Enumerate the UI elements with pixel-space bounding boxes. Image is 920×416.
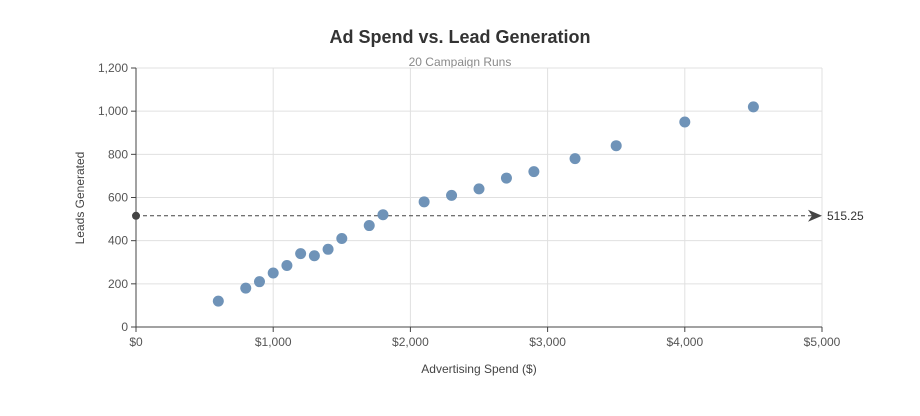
- data-point: [377, 209, 389, 221]
- data-point: [610, 140, 622, 152]
- data-point: [267, 267, 279, 279]
- data-point: [308, 250, 320, 262]
- data-point: [679, 116, 691, 128]
- data-point: [240, 282, 252, 294]
- x-axis-title: Advertising Spend ($): [421, 362, 536, 376]
- x-tick-label: $5,000: [804, 335, 841, 349]
- data-point: [418, 196, 430, 208]
- y-axis-title: Leads Generated: [73, 152, 87, 245]
- axes: $0 $1,000 $2,000 $3,000 $4,000 $5,000 0 200 400 6…: [98, 61, 841, 349]
- data-point: [281, 259, 293, 271]
- data-point: [473, 183, 485, 195]
- y-tick-label: 800: [108, 147, 128, 161]
- x-tick-label: $2,000: [392, 335, 429, 349]
- x-tick-label: $1,000: [255, 335, 292, 349]
- data-point: [322, 243, 334, 255]
- data-point: [500, 172, 512, 184]
- chart-subtitle: 20 Campaign Runs: [409, 55, 512, 69]
- y-tick-label: 1,200: [98, 61, 128, 75]
- y-tick-label: 600: [108, 191, 128, 205]
- reference-line-arrow: [808, 209, 822, 222]
- reference-line-label: 515.25: [827, 209, 864, 223]
- chart-title: Ad Spend vs. Lead Generation: [329, 27, 590, 47]
- data-point: [569, 153, 581, 165]
- grid: [136, 67, 823, 327]
- y-tick-label: 1,000: [98, 104, 128, 118]
- data-points: [212, 101, 759, 307]
- y-tick-label: 200: [108, 277, 128, 291]
- data-point: [336, 233, 348, 245]
- reference-line-start-dot: [132, 211, 140, 220]
- data-point: [528, 166, 540, 178]
- x-tick-label: $0: [129, 335, 143, 349]
- x-tick-label: $3,000: [529, 335, 566, 349]
- data-point: [253, 276, 265, 288]
- x-tick-label: $4,000: [666, 335, 703, 349]
- data-point: [363, 220, 375, 232]
- y-tick-label: 0: [121, 320, 128, 334]
- data-point: [747, 101, 759, 113]
- data-point: [212, 295, 224, 307]
- data-point: [295, 248, 307, 260]
- y-tick-label: 400: [108, 234, 128, 248]
- data-point: [446, 189, 458, 201]
- reference-line-group: 515.25: [132, 209, 864, 223]
